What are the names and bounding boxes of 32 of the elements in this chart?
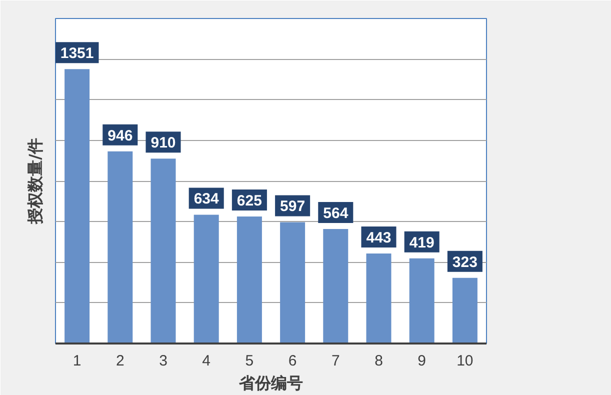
data-label: 564 [323, 204, 349, 222]
x-tick-label: 8 [374, 352, 383, 370]
data-label: 419 [409, 234, 434, 252]
x-tick-label: 7 [331, 352, 340, 370]
bar [150, 158, 176, 344]
data-label: 910 [150, 134, 176, 152]
x-tick-label: 5 [245, 352, 254, 370]
data-label: 1351 [60, 45, 94, 62]
bar [108, 151, 133, 344]
bar [64, 69, 90, 344]
x-tick-label: 10 [456, 352, 474, 370]
bar [280, 222, 306, 344]
x-tick-label: 3 [159, 352, 168, 370]
data-label: 443 [366, 230, 392, 247]
data-label: 625 [236, 192, 262, 210]
data-label: 323 [452, 254, 478, 271]
bar [236, 216, 262, 344]
bar [194, 214, 219, 344]
x-tick-label: 1 [72, 352, 82, 370]
x-tick-label: 9 [418, 352, 426, 370]
y-axis-title: 授权数量/件 [26, 138, 44, 225]
x-tick-label: 4 [202, 352, 211, 370]
bar [409, 258, 434, 344]
bar [452, 278, 478, 344]
data-label: 634 [194, 190, 220, 208]
data-label: 597 [280, 198, 306, 216]
x-axis-title: 省份编号 [238, 374, 303, 392]
x-tick-label: 2 [116, 352, 124, 370]
bar [323, 228, 348, 344]
x-tick-label: 6 [288, 352, 297, 370]
bar [366, 254, 392, 344]
data-label: 946 [108, 127, 133, 144]
